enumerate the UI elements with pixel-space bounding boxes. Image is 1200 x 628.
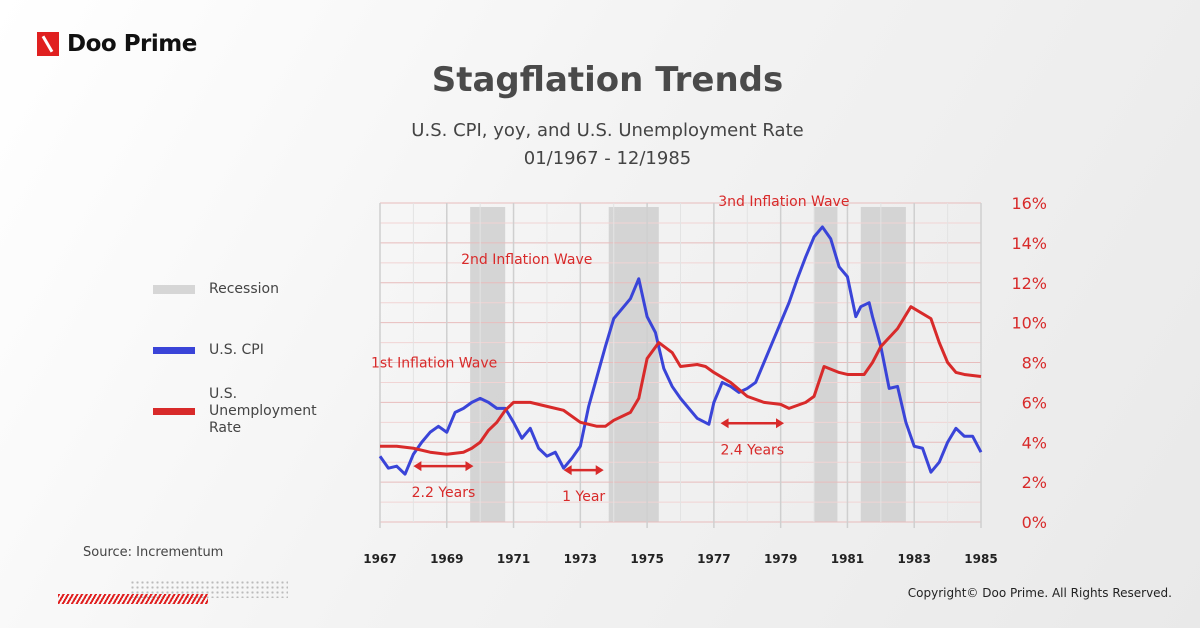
- legend-swatch: [153, 346, 195, 354]
- unemployment-line: [380, 305, 982, 456]
- copyright: Copyright© Doo Prime. All Rights Reserve…: [907, 586, 1172, 600]
- legend-swatch: [153, 408, 195, 415]
- y-tick-label: 0%: [1022, 513, 1047, 532]
- y-tick-label: 2%: [1022, 473, 1047, 492]
- duration-label: 1 Year: [562, 489, 605, 505]
- logo-icon: [37, 32, 59, 56]
- y-tick-label: 14%: [1011, 234, 1047, 253]
- wave-label: 3nd Inflation Wave: [718, 194, 849, 210]
- x-tick-label: 1969: [430, 552, 463, 566]
- date-range: 01/1967 - 12/1985: [523, 148, 692, 169]
- x-tick-label: 1985: [964, 552, 997, 566]
- wave-label: 1st Inflation Wave: [371, 356, 497, 372]
- legend-label: U.S. CPI: [209, 342, 264, 358]
- page-title: Stagflation Trends: [431, 60, 784, 100]
- decorative-dots: [130, 580, 288, 598]
- recession-band: [608, 206, 659, 523]
- legend-label: Recession: [209, 281, 279, 297]
- legend-cpi: U.S. CPI: [153, 342, 264, 358]
- y-tick-label: 8%: [1022, 354, 1047, 373]
- brand-name: Doo Prime: [67, 31, 197, 57]
- legend-recession: Recession: [153, 281, 279, 297]
- x-tick-label: 1971: [497, 552, 530, 566]
- x-tick-label: 1973: [564, 552, 597, 566]
- y-tick-label: 10%: [1011, 314, 1047, 333]
- duration-label: 2.4 Years: [720, 442, 784, 458]
- y-tick-label: 12%: [1011, 274, 1047, 293]
- x-tick-label: 1967: [363, 552, 396, 566]
- x-tick-label: 1975: [630, 552, 663, 566]
- duration-label: 2.2 Years: [412, 485, 476, 501]
- y-tick-label: 4%: [1022, 433, 1047, 452]
- decorative-stripes: [58, 594, 208, 604]
- y-tick-label: 16%: [1011, 194, 1047, 213]
- cpi-line: [378, 225, 983, 476]
- recession-band: [814, 206, 838, 523]
- x-tick-label: 1979: [764, 552, 797, 566]
- x-tick-label: 1977: [697, 552, 730, 566]
- x-tick-label: 1981: [831, 552, 864, 566]
- wave-label: 2nd Inflation Wave: [461, 252, 592, 268]
- subtitle: U.S. CPI, yoy, and U.S. Unemployment Rat…: [411, 120, 804, 141]
- y-tick-label: 6%: [1022, 393, 1047, 412]
- brand-logo: Doo Prime: [37, 31, 197, 57]
- source: Source: Incrementum: [83, 545, 224, 560]
- legend-label: U.S. Unemployment Rate: [209, 386, 317, 436]
- x-tick-label: 1983: [898, 552, 931, 566]
- recession-band: [470, 206, 506, 523]
- legend-swatch: [153, 284, 195, 294]
- legend-unemployment: U.S. Unemployment Rate: [153, 386, 329, 437]
